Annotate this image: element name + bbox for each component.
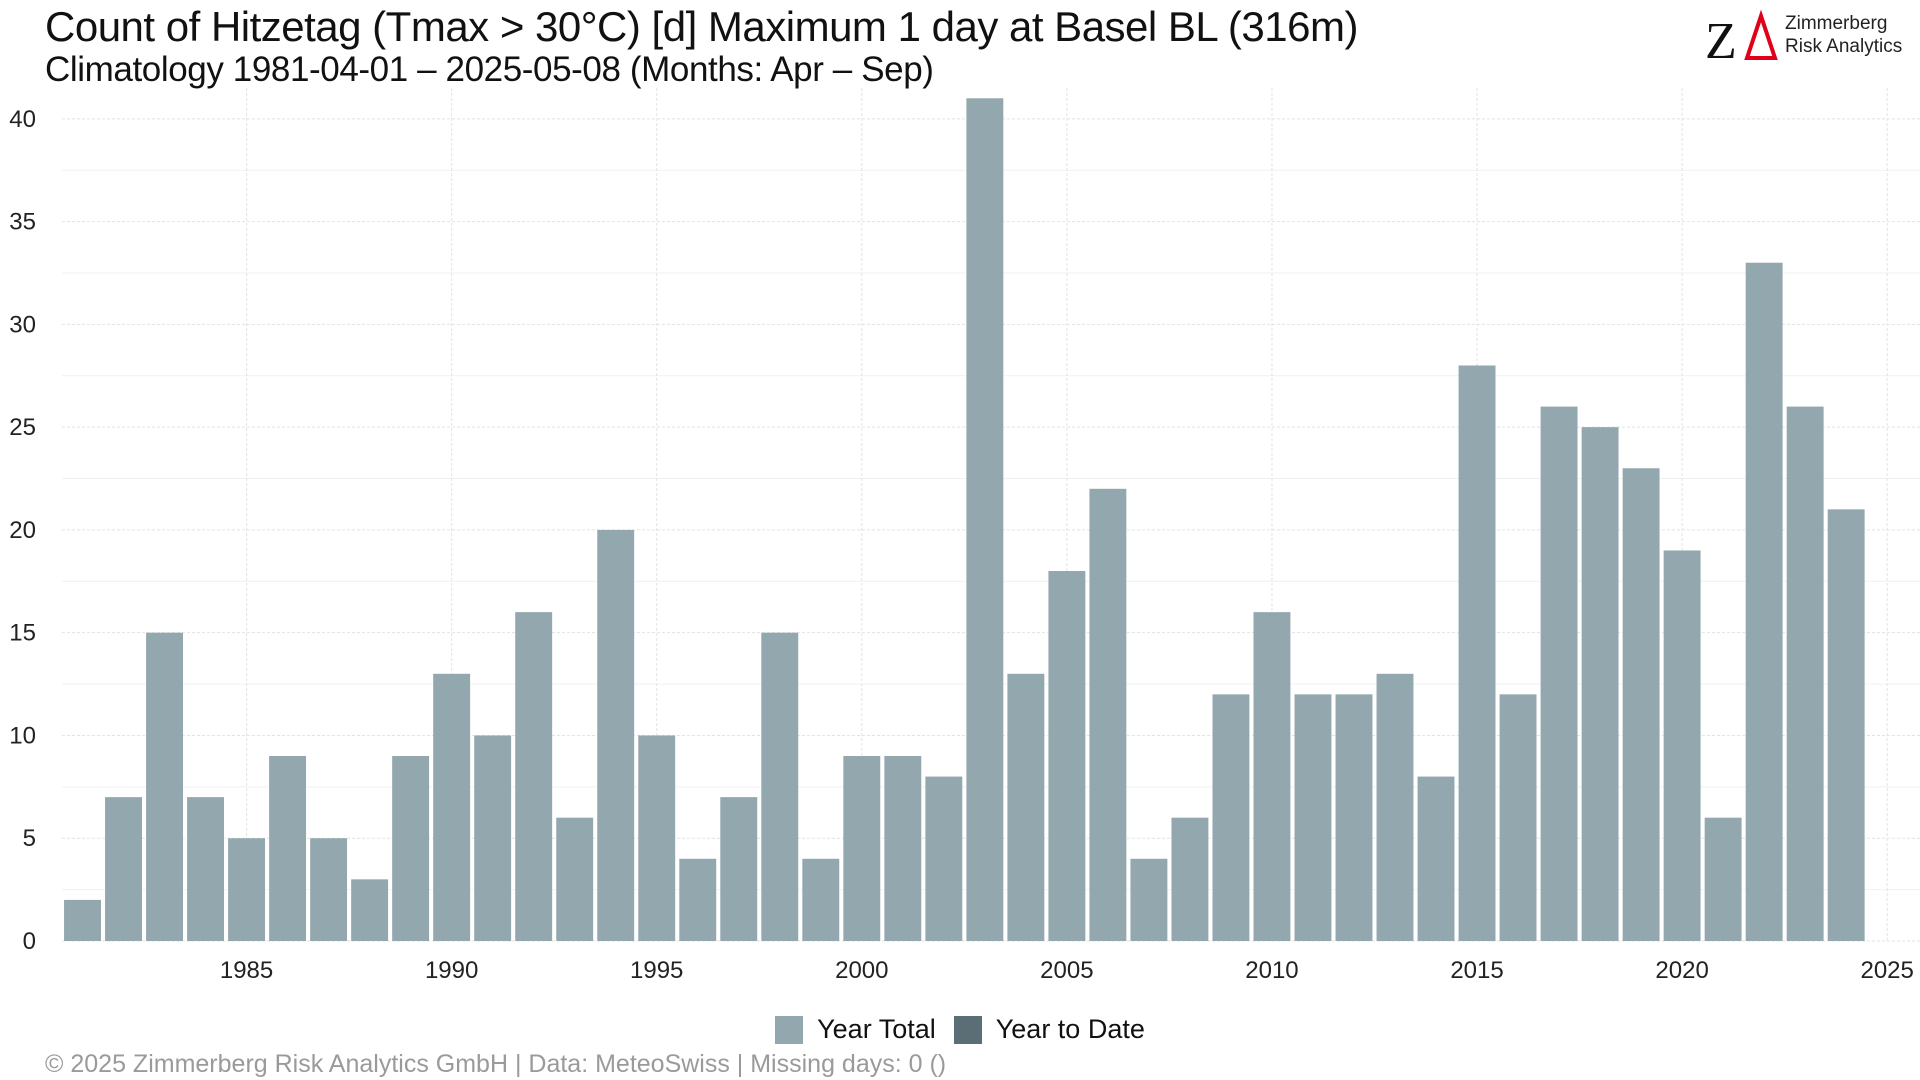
chart-subtitle: Climatology 1981-04-01 – 2025-05-08 (Mon…: [45, 50, 934, 89]
chart-title: Count of Hitzetag (Tmax > 30°C) [d] Maxi…: [45, 3, 1358, 50]
legend-item-year-total: Year Total: [775, 1014, 936, 1045]
bar: [1335, 694, 1373, 941]
bar: [556, 817, 594, 941]
bar: [1048, 571, 1086, 941]
bar: [1499, 694, 1537, 941]
y-tick-label: 30: [9, 311, 36, 338]
bar: [843, 756, 881, 941]
bar: [310, 838, 348, 941]
y-tick-label: 15: [9, 620, 36, 647]
logo-line-1: Zimmerberg: [1785, 13, 1888, 34]
bar: [1376, 673, 1414, 941]
bars: [64, 98, 1865, 942]
company-logo: Z Zimmerberg Risk Analytics: [1705, 8, 1905, 68]
legend-item-year-to-date: Year to Date: [953, 1014, 1145, 1045]
bar: [679, 858, 717, 941]
x-tick-label: 1990: [425, 957, 478, 984]
bar: [1663, 550, 1701, 941]
x-tick-label: 2000: [835, 957, 888, 984]
y-tick-label: 5: [23, 825, 36, 852]
bar: [433, 673, 471, 941]
bar: [925, 776, 963, 941]
bar: [802, 858, 840, 941]
x-tick-label: 2005: [1040, 957, 1093, 984]
bar: [1458, 365, 1496, 941]
bar: [1253, 612, 1291, 941]
x-tick-label: 2010: [1245, 957, 1298, 984]
bar: [884, 756, 922, 941]
bar: [1171, 817, 1209, 941]
bar: [1294, 694, 1332, 941]
legend-swatch-year-to-date: [953, 1015, 982, 1044]
y-tick-label: 40: [9, 106, 36, 133]
bar: [638, 735, 676, 941]
bar: [64, 899, 101, 941]
bar: [1786, 406, 1824, 942]
y-tick-label: 35: [9, 209, 36, 236]
bar: [1622, 468, 1660, 941]
bar: [474, 735, 512, 941]
bar: [1089, 488, 1127, 941]
bar: [1745, 262, 1783, 942]
bar: [146, 632, 183, 941]
legend: Year Total Year to Date: [0, 1014, 1920, 1045]
bar: [187, 797, 225, 941]
x-tick-label: 2015: [1450, 957, 1503, 984]
bar: [1827, 509, 1865, 941]
y-tick-label: 10: [9, 722, 36, 749]
y-tick-label: 20: [9, 517, 36, 544]
bar: [351, 879, 389, 941]
bar: [269, 756, 307, 941]
bar: [228, 838, 266, 941]
bar: [515, 612, 553, 941]
bar: [105, 797, 142, 941]
bar: [761, 632, 799, 941]
bar: [597, 529, 635, 941]
bar: [1540, 406, 1578, 942]
legend-label-year-to-date: Year to Date: [995, 1014, 1145, 1044]
x-tick-label: 1985: [220, 957, 273, 984]
footer-credit: © 2025 Zimmerberg Risk Analytics GmbH | …: [45, 1050, 947, 1078]
logo-line-2: Risk Analytics: [1785, 36, 1903, 57]
bar: [1212, 694, 1250, 941]
bar: [966, 98, 1004, 942]
x-tick-label: 1995: [630, 957, 683, 984]
x-axis-labels: 1985 1990 1995 2000 2005 2010 2015 2020 2025: [220, 957, 1914, 984]
bar: [392, 756, 430, 941]
logo-mark-icon: Z: [1705, 9, 1778, 68]
y-tick-label: 0: [23, 928, 36, 955]
bar: [1704, 817, 1742, 941]
legend-swatch-year-total: [775, 1015, 804, 1044]
bar: [1417, 776, 1455, 941]
x-tick-label: 2025: [1860, 957, 1913, 984]
bar: [1130, 858, 1168, 941]
y-tick-label: 25: [9, 414, 36, 441]
bar: [720, 797, 758, 941]
x-tick-label: 2020: [1655, 957, 1708, 984]
y-axis-labels: 0 5 10 15 20 25 30 35 40: [9, 106, 36, 955]
logo-mark-letter: Z: [1705, 13, 1737, 68]
legend-label-year-total: Year Total: [817, 1014, 936, 1044]
bar: [1581, 427, 1619, 941]
bar: [1007, 673, 1045, 941]
